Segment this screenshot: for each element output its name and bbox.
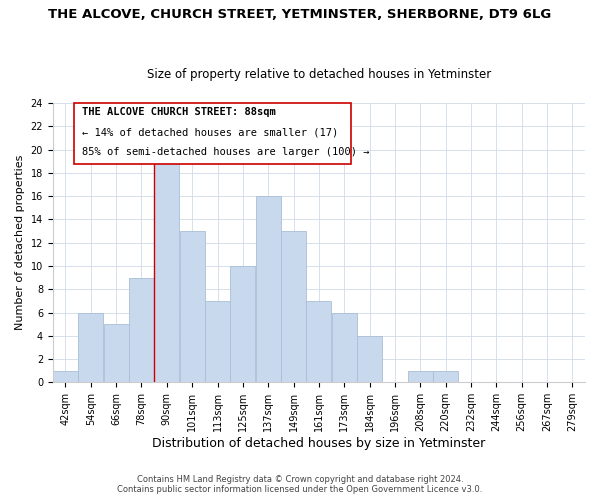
Bar bbox=[281, 231, 306, 382]
Bar bbox=[53, 370, 78, 382]
Bar bbox=[307, 301, 331, 382]
Bar bbox=[408, 370, 433, 382]
Bar bbox=[79, 312, 103, 382]
Bar bbox=[433, 370, 458, 382]
Text: 85% of semi-detached houses are larger (100) →: 85% of semi-detached houses are larger (… bbox=[82, 148, 370, 158]
X-axis label: Distribution of detached houses by size in Yetminster: Distribution of detached houses by size … bbox=[152, 437, 485, 450]
Text: THE ALCOVE CHURCH STREET: 88sqm: THE ALCOVE CHURCH STREET: 88sqm bbox=[82, 107, 276, 117]
Y-axis label: Number of detached properties: Number of detached properties bbox=[15, 155, 25, 330]
FancyBboxPatch shape bbox=[74, 103, 351, 164]
Bar bbox=[205, 301, 230, 382]
Bar bbox=[332, 312, 356, 382]
Text: Contains HM Land Registry data © Crown copyright and database right 2024.
Contai: Contains HM Land Registry data © Crown c… bbox=[118, 474, 482, 494]
Bar bbox=[104, 324, 128, 382]
Bar bbox=[230, 266, 255, 382]
Bar bbox=[154, 161, 179, 382]
Bar bbox=[129, 278, 154, 382]
Bar bbox=[256, 196, 281, 382]
Bar bbox=[357, 336, 382, 382]
Bar bbox=[180, 231, 205, 382]
Text: THE ALCOVE, CHURCH STREET, YETMINSTER, SHERBORNE, DT9 6LG: THE ALCOVE, CHURCH STREET, YETMINSTER, S… bbox=[49, 8, 551, 20]
Text: ← 14% of detached houses are smaller (17): ← 14% of detached houses are smaller (17… bbox=[82, 128, 338, 138]
Title: Size of property relative to detached houses in Yetminster: Size of property relative to detached ho… bbox=[147, 68, 491, 81]
